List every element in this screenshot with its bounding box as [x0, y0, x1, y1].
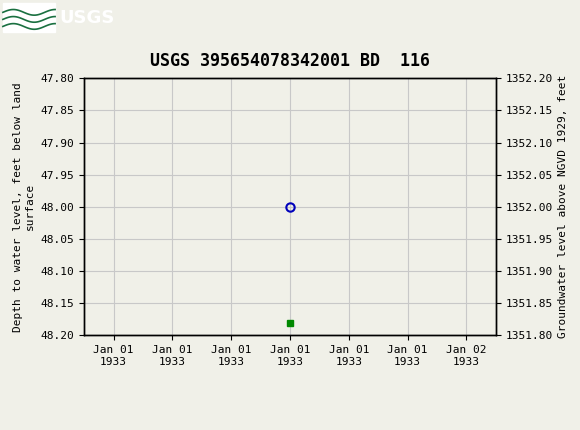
Y-axis label: Groundwater level above NGVD 1929, feet: Groundwater level above NGVD 1929, feet: [559, 75, 568, 338]
Bar: [3, 3, 55, 32]
Text: USGS: USGS: [59, 9, 114, 27]
Y-axis label: Depth to water level, feet below land
surface: Depth to water level, feet below land su…: [13, 82, 35, 332]
Text: USGS 395654078342001 BD  116: USGS 395654078342001 BD 116: [150, 52, 430, 71]
